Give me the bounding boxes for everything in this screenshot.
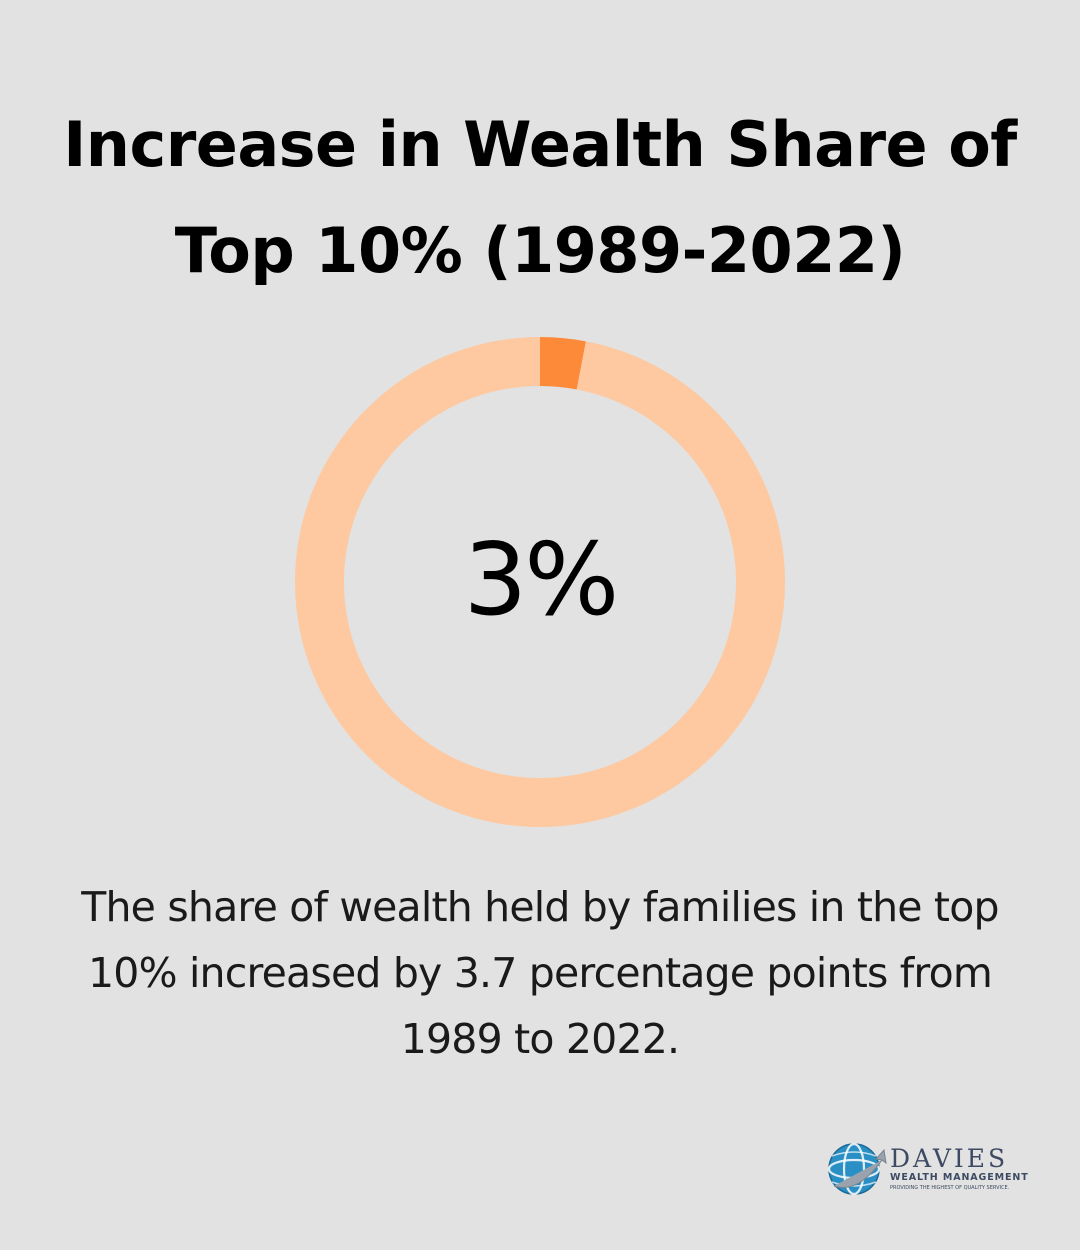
logo-tagline: PROVIDING THE HIGHEST OF QUALITY SERVICE… bbox=[890, 1185, 1010, 1191]
caption-text: The share of wealth held by families in … bbox=[30, 874, 1050, 1072]
caption-line-3: 1989 to 2022. bbox=[400, 1015, 680, 1063]
logo-subtitle: WEALTH MANAGEMENT bbox=[890, 1172, 1029, 1183]
chart-title: Increase in Wealth Share of Top 10% (198… bbox=[0, 92, 1080, 304]
davies-logo: DAVIES WEALTH MANAGEMENT PROVIDING THE H… bbox=[824, 1138, 1044, 1198]
caption-line-2: 10% increased by 3.7 percentage points f… bbox=[88, 949, 993, 997]
caption-line-1: The share of wealth held by families in … bbox=[81, 883, 999, 931]
donut-slice-highlight bbox=[540, 337, 586, 390]
title-line-1: Increase in Wealth Share of bbox=[63, 108, 1017, 181]
logo-name: DAVIES bbox=[890, 1144, 1008, 1173]
center-value-label: 3% bbox=[463, 521, 620, 638]
globe-icon bbox=[827, 1142, 887, 1196]
title-line-2: Top 10% (1989-2022) bbox=[174, 214, 906, 287]
donut-chart bbox=[295, 337, 785, 827]
